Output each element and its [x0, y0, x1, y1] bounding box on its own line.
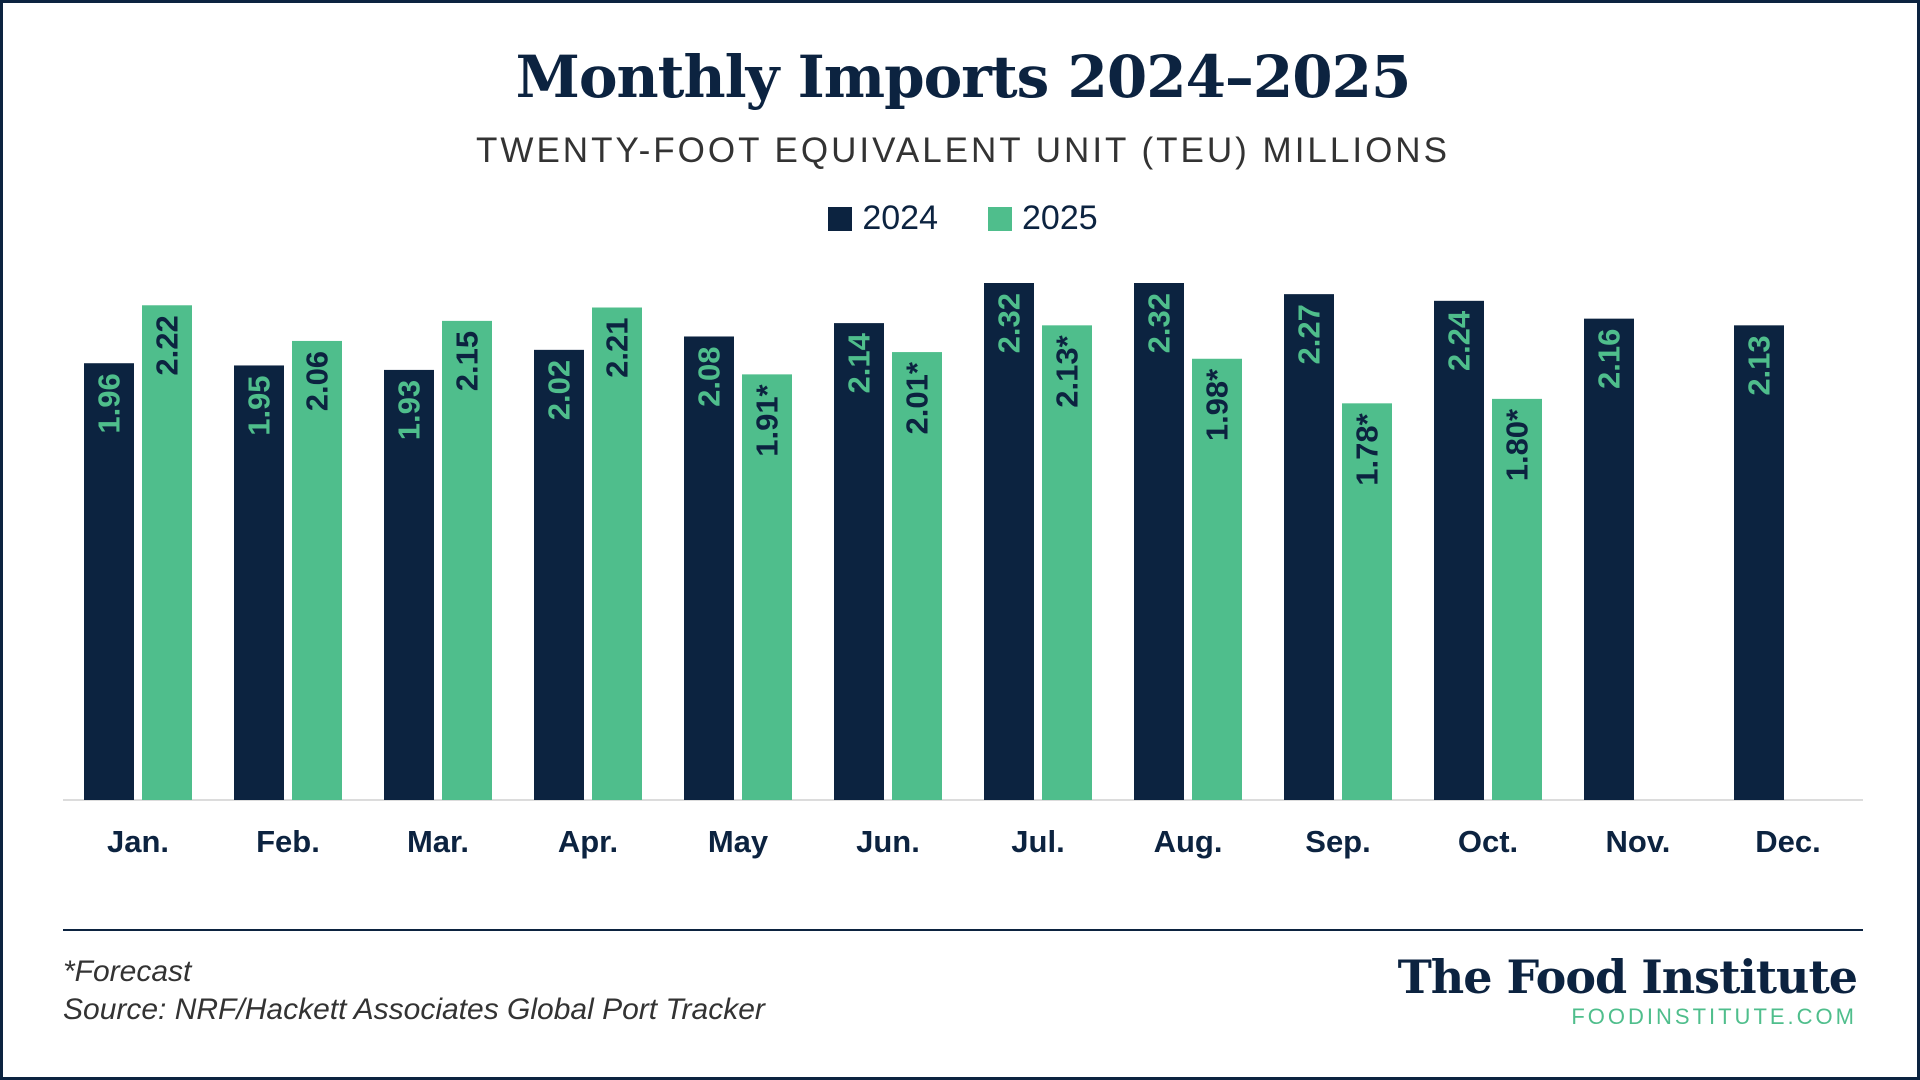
value-label-2025-6: 2.13* [1050, 334, 1085, 407]
value-label-2024-3: 2.02 [542, 360, 577, 420]
chart-title: Monthly Imports 2024–2025 [515, 43, 1412, 111]
brand-logo-name: The Food Institute [1397, 950, 1858, 1004]
legend-label-2025: 2025 [1022, 199, 1098, 237]
value-label-2025-0: 2.22 [150, 315, 185, 375]
bar-2025-1 [292, 340, 342, 800]
bar-2024-11 [1734, 325, 1784, 800]
bar-2025-4 [742, 374, 792, 800]
value-label-2024-6: 2.32 [992, 293, 1027, 353]
value-label-2024-8: 2.27 [1292, 304, 1327, 364]
legend-label-2024: 2024 [862, 199, 938, 237]
bar-2025-3 [592, 307, 642, 800]
bar-2024-6 [984, 283, 1034, 800]
x-tick-label-0: Jan. [107, 824, 169, 859]
value-label-2025-9: 1.80* [1500, 408, 1535, 481]
legend-item-2024: 2024 [828, 199, 938, 238]
source-note: Source: NRF/Hackett Associates Global Po… [63, 993, 765, 1026]
bar-2024-0 [84, 363, 134, 800]
value-label-2024-5: 2.14 [842, 332, 877, 393]
bar-2024-1 [234, 365, 284, 800]
value-label-2025-4: 1.91* [750, 383, 785, 456]
x-tick-label-8: Sep. [1305, 824, 1370, 859]
bar-2024-2 [384, 369, 434, 800]
x-tick-label-4: May [708, 824, 769, 859]
value-label-2024-7: 2.32 [1142, 293, 1177, 353]
value-label-2024-2: 1.93 [392, 380, 427, 440]
value-label-2024-1: 1.95 [242, 375, 277, 435]
x-tick-label-7: Aug. [1154, 824, 1223, 859]
bar-2024-5 [834, 323, 884, 800]
x-tick-label-1: Feb. [256, 824, 320, 859]
value-label-2025-1: 2.06 [300, 351, 335, 411]
x-tick-label-6: Jul. [1011, 824, 1064, 859]
legend-swatch-2024 [828, 206, 853, 231]
bar-2024-10 [1584, 318, 1634, 800]
bar-2025-5 [892, 352, 942, 800]
chart-subtitle: TWENTY-FOOT EQUIVALENT UNIT (TEU) MILLIO… [476, 131, 1450, 170]
bar-2025-2 [442, 320, 492, 800]
x-tick-label-9: Oct. [1458, 824, 1518, 859]
footer-divider [63, 929, 1863, 931]
x-tick-label-11: Dec. [1755, 824, 1820, 859]
x-tick-label-3: Apr. [558, 824, 618, 859]
x-tick-label-10: Nov. [1606, 824, 1671, 859]
bar-chart: 1.96 2.22 Jan. 1.95 2.06 Feb. 1.93 2.15 Mar. 2.02… [63, 283, 1863, 859]
bar-2025-6 [1042, 325, 1092, 800]
bar-2024-9 [1434, 300, 1484, 800]
value-label-2024-10: 2.16 [1592, 329, 1627, 389]
value-label-2025-3: 2.21 [600, 318, 635, 378]
bar-2025-7 [1192, 358, 1242, 800]
value-label-2025-2: 2.15 [450, 331, 485, 391]
bar-2025-8 [1342, 403, 1392, 800]
forecast-footnote: *Forecast [63, 955, 192, 988]
bar-2024-3 [534, 349, 584, 800]
value-label-2024-0: 1.96 [92, 373, 127, 433]
x-tick-label-5: Jun. [856, 824, 920, 859]
value-label-2025-8: 1.78* [1350, 412, 1385, 485]
bar-2024-8 [1284, 294, 1334, 800]
value-label-2025-7: 1.98* [1200, 368, 1235, 441]
value-label-2024-4: 2.08 [692, 346, 727, 406]
value-label-2025-5: 2.01* [900, 361, 935, 434]
bar-2025-0 [142, 305, 192, 800]
legend-swatch-2025 [988, 206, 1012, 231]
bar-2024-4 [684, 336, 734, 800]
bar-2025-9 [1492, 398, 1542, 800]
value-label-2024-9: 2.24 [1442, 310, 1477, 371]
bar-2024-7 [1134, 283, 1184, 800]
legend-item-2025: 2025 [988, 199, 1098, 238]
legend: 2024 2025 [3, 199, 1920, 238]
value-label-2024-11: 2.13 [1742, 335, 1777, 395]
brand-block: The Food Institute FOODINSTITUTE.COM [1237, 950, 1858, 1031]
x-tick-label-2: Mar. [407, 824, 469, 859]
brand-url: FOODINSTITUTE.COM [1571, 1004, 1857, 1029]
